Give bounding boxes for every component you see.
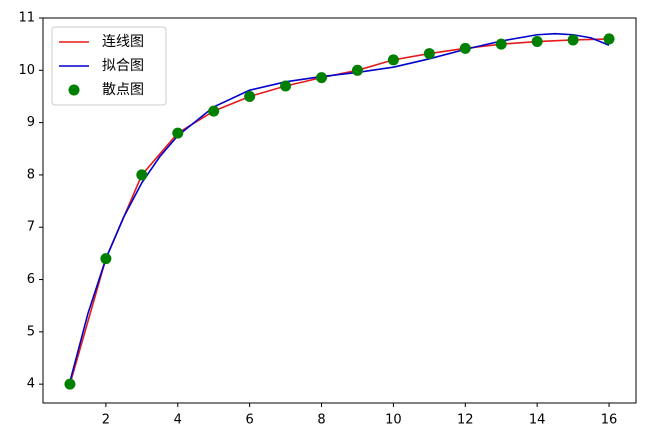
- point: [387, 54, 399, 66]
- point: [172, 127, 184, 139]
- legend-label: 连线图: [102, 34, 144, 50]
- y-tick-label: 4: [27, 377, 35, 392]
- point: [64, 378, 76, 390]
- point: [208, 105, 220, 117]
- y-tick-label: 7: [27, 220, 35, 235]
- point: [495, 38, 507, 50]
- point: [136, 169, 148, 181]
- point: [603, 33, 615, 45]
- legend-label: 拟合图: [102, 58, 144, 74]
- x-tick-label: 4: [174, 413, 182, 428]
- y-tick-label: 8: [27, 167, 35, 182]
- y-tick-label: 9: [27, 115, 35, 130]
- x-tick-label: 14: [529, 413, 546, 428]
- legend-label: 散点图: [102, 82, 144, 98]
- x-tick-label: 10: [385, 413, 402, 428]
- point: [280, 80, 292, 92]
- legend-box: [51, 26, 167, 106]
- x-tick-label: 8: [317, 413, 325, 428]
- point: [567, 34, 579, 46]
- y-tick-label: 10: [18, 63, 35, 78]
- point: [531, 36, 543, 48]
- point: [316, 72, 328, 84]
- plot-frame: [42, 17, 637, 404]
- y-tick-label: 6: [27, 272, 35, 287]
- point: [459, 42, 471, 54]
- x-tick-label: 2: [102, 413, 110, 428]
- point: [100, 253, 112, 265]
- legend-marker: [68, 84, 80, 96]
- x-tick-label: 6: [246, 413, 254, 428]
- point: [244, 90, 256, 102]
- x-tick-label: 12: [457, 413, 474, 428]
- point: [423, 48, 435, 60]
- point: [351, 64, 363, 76]
- x-tick-label: 16: [601, 413, 618, 428]
- y-tick-label: 5: [27, 324, 35, 339]
- y-tick-label: 11: [18, 11, 35, 26]
